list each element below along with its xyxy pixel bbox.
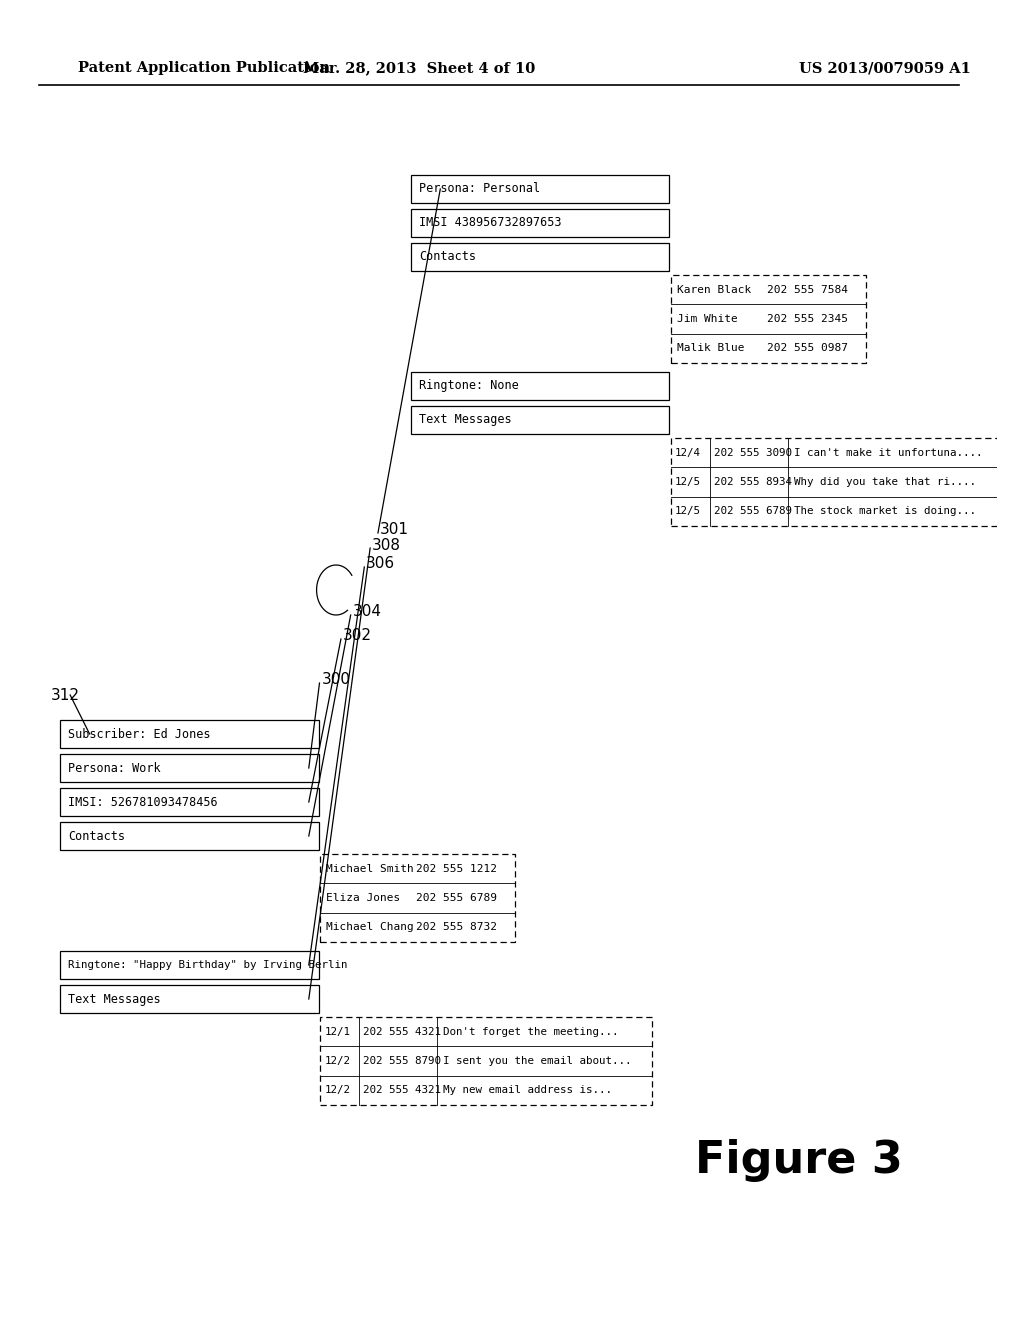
Bar	[671, 438, 1002, 525]
Bar	[411, 372, 670, 400]
Text: 12/5: 12/5	[675, 477, 701, 487]
Text: Text Messages: Text Messages	[419, 413, 511, 426]
Bar	[60, 754, 318, 781]
Bar	[321, 854, 515, 942]
Bar	[60, 719, 318, 748]
Text: 312: 312	[50, 688, 80, 702]
Text: 202 555 3090: 202 555 3090	[714, 447, 792, 458]
Text: 12/1: 12/1	[325, 1027, 350, 1036]
Bar	[60, 985, 318, 1012]
Text: Figure 3: Figure 3	[695, 1138, 902, 1181]
Bar	[411, 407, 670, 434]
Text: Persona: Personal: Persona: Personal	[419, 182, 540, 195]
Text: Ringtone: "Happy Birthday" by Irving Berlin: Ringtone: "Happy Birthday" by Irving Ber…	[69, 960, 348, 970]
Text: 202 555 1212: 202 555 1212	[416, 863, 497, 874]
Text: Ringtone: None: Ringtone: None	[419, 380, 518, 392]
Bar	[60, 822, 318, 850]
Text: 12/2: 12/2	[325, 1085, 350, 1096]
Text: Don't forget the meeting...: Don't forget the meeting...	[443, 1027, 618, 1036]
Text: 202 555 0987: 202 555 0987	[767, 343, 848, 354]
Bar	[411, 243, 670, 271]
Text: Contacts: Contacts	[419, 251, 476, 264]
Text: 202 555 8790: 202 555 8790	[364, 1056, 441, 1067]
Text: My new email address is...: My new email address is...	[443, 1085, 612, 1096]
Text: Malik Blue: Malik Blue	[677, 343, 744, 354]
Text: The stock market is doing...: The stock market is doing...	[794, 507, 976, 516]
Text: IMSI: 526781093478456: IMSI: 526781093478456	[69, 796, 218, 808]
Text: Patent Application Publication: Patent Application Publication	[78, 61, 330, 75]
Text: Subscriber: Ed Jones: Subscriber: Ed Jones	[69, 727, 211, 741]
Text: Eliza Jones: Eliza Jones	[327, 894, 400, 903]
Text: Jim White: Jim White	[677, 314, 737, 323]
Bar	[411, 209, 670, 238]
Text: 202 555 2345: 202 555 2345	[767, 314, 848, 323]
Text: 12/2: 12/2	[325, 1056, 350, 1067]
Text: 301: 301	[380, 523, 409, 537]
Bar	[321, 1016, 651, 1105]
Text: 202 555 4321: 202 555 4321	[364, 1085, 441, 1096]
Text: Karen Black: Karen Black	[677, 285, 752, 294]
Text: 12/5: 12/5	[675, 507, 701, 516]
Text: 300: 300	[322, 672, 350, 688]
Text: Text Messages: Text Messages	[69, 993, 161, 1006]
Text: 202 555 7584: 202 555 7584	[767, 285, 848, 294]
Text: 202 555 8732: 202 555 8732	[416, 923, 497, 932]
Bar	[671, 275, 866, 363]
Text: 202 555 8934: 202 555 8934	[714, 477, 792, 487]
Text: 304: 304	[352, 605, 382, 619]
Text: I sent you the email about...: I sent you the email about...	[443, 1056, 632, 1067]
Text: 202 555 4321: 202 555 4321	[364, 1027, 441, 1036]
Text: 202 555 6789: 202 555 6789	[714, 507, 792, 516]
Text: Persona: Work: Persona: Work	[69, 762, 161, 775]
Bar	[60, 788, 318, 816]
Bar	[60, 950, 318, 979]
Bar	[411, 176, 670, 203]
Text: Mar. 28, 2013  Sheet 4 of 10: Mar. 28, 2013 Sheet 4 of 10	[303, 61, 535, 75]
Text: I can't make it unfortuna....: I can't make it unfortuna....	[794, 447, 982, 458]
Text: 308: 308	[372, 537, 401, 553]
Text: 302: 302	[343, 628, 372, 644]
Text: IMSI 438956732897653: IMSI 438956732897653	[419, 216, 561, 230]
Text: 12/4: 12/4	[675, 447, 701, 458]
Text: 306: 306	[367, 557, 395, 572]
Text: Michael Chang: Michael Chang	[327, 923, 414, 932]
Text: Why did you take that ri....: Why did you take that ri....	[794, 477, 976, 487]
Text: Contacts: Contacts	[69, 829, 125, 842]
Text: 202 555 6789: 202 555 6789	[416, 894, 497, 903]
Text: Michael Smith: Michael Smith	[327, 863, 414, 874]
Text: US 2013/0079059 A1: US 2013/0079059 A1	[799, 61, 971, 75]
